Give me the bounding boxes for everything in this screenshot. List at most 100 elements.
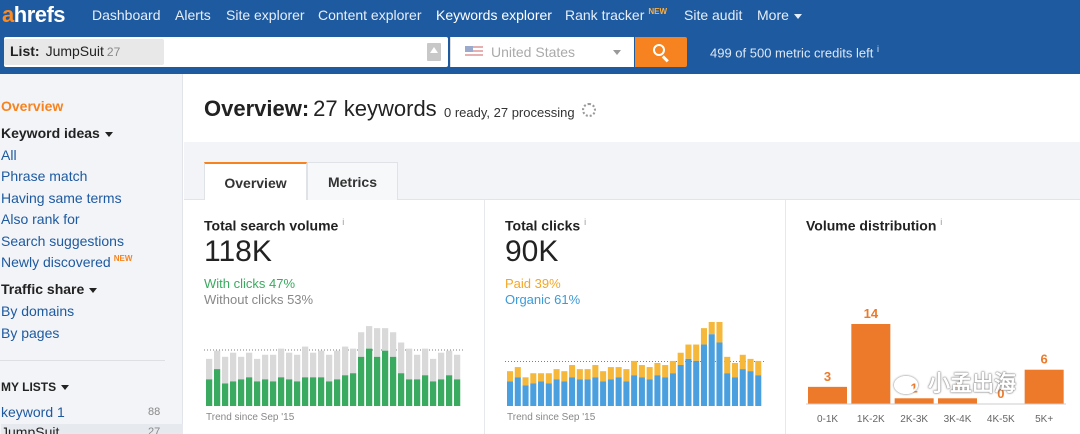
bar-without-clicks[interactable] [262,354,269,380]
bar-paid[interactable] [530,373,537,384]
bar-paid[interactable] [631,360,638,376]
bar-with-clicks[interactable] [318,377,325,406]
bar-organic[interactable] [724,373,731,406]
bar-organic[interactable] [739,369,746,406]
bar-paid[interactable] [507,371,514,382]
country-select[interactable]: United States [450,37,634,67]
bar-organic[interactable] [693,360,700,406]
bar-organic[interactable] [545,383,552,406]
sidebar-list-keyword-1[interactable]: keyword 1 [1,404,65,420]
bar-organic[interactable] [607,379,614,406]
bar-without-clicks[interactable] [454,354,461,380]
bar-organic[interactable] [662,377,669,406]
bar-paid[interactable] [677,352,684,366]
bar-paid[interactable] [700,328,707,345]
sidebar-item-having-same-terms[interactable]: Having same terms [1,190,122,206]
bar-organic[interactable] [685,358,692,406]
bar-with-clicks[interactable] [262,379,269,406]
bar-with-clicks[interactable] [278,377,285,406]
bar-without-clicks[interactable] [206,358,213,380]
bar-organic[interactable] [638,377,645,406]
bar-without-clicks[interactable] [254,358,261,382]
bar-without-clicks[interactable] [366,326,373,349]
bar-with-clicks[interactable] [326,381,333,406]
bar-paid[interactable] [514,367,521,378]
nav-keywords-explorer[interactable]: Keywords explorer [436,7,552,23]
distribution-bar[interactable] [938,398,977,404]
bar-without-clicks[interactable] [446,350,453,376]
bar-with-clicks[interactable] [246,377,253,406]
bar-organic[interactable] [716,342,723,406]
bar-organic[interactable] [576,379,583,406]
bar-organic[interactable] [553,379,560,406]
bar-with-clicks[interactable] [294,381,301,406]
bar-organic[interactable] [755,375,762,406]
bar-with-clicks[interactable] [414,379,421,406]
bar-paid[interactable] [685,344,692,359]
bar-organic[interactable] [561,381,568,406]
bar-organic[interactable] [700,344,707,406]
bar-paid[interactable] [716,322,723,343]
sidebar-item-phrase-match[interactable]: Phrase match [1,168,88,184]
bar-with-clicks[interactable] [254,381,261,406]
bar-paid[interactable] [755,360,762,376]
distribution-bar[interactable] [808,386,847,404]
ahrefs-logo[interactable]: ahrefs [2,2,66,27]
bar-without-clicks[interactable] [414,354,421,380]
bar-paid[interactable] [538,373,545,382]
bar-without-clicks[interactable] [430,358,437,382]
bar-with-clicks[interactable] [286,379,293,406]
bar-organic[interactable] [600,381,607,406]
bar-organic[interactable] [584,379,591,406]
bar-without-clicks[interactable] [374,328,381,357]
bar-with-clicks[interactable] [350,373,357,406]
bar-organic[interactable] [592,377,599,406]
bar-paid[interactable] [693,344,700,361]
bar-paid[interactable] [592,365,599,378]
bar-with-clicks[interactable] [438,379,445,406]
bar-organic[interactable] [747,371,754,406]
bar-paid[interactable] [638,365,645,378]
bar-without-clicks[interactable] [230,352,237,382]
bar-organic[interactable] [538,381,545,406]
bar-organic[interactable] [569,377,576,406]
bar-with-clicks[interactable] [422,375,429,406]
bar-without-clicks[interactable] [310,352,317,378]
sidebar-section-my-lists[interactable]: MY LISTS [1,380,70,394]
bar-without-clicks[interactable] [350,348,357,374]
bar-paid[interactable] [724,356,731,374]
bar-with-clicks[interactable] [430,381,437,406]
bar-with-clicks[interactable] [406,379,413,406]
bar-organic[interactable] [731,377,739,406]
tab-overview[interactable]: Overview [204,162,307,201]
bar-paid[interactable] [662,365,669,378]
bar-organic[interactable] [530,383,537,406]
distribution-bar[interactable] [851,324,891,404]
bar-with-clicks[interactable] [334,379,341,406]
bar-organic[interactable] [654,375,661,406]
bar-with-clicks[interactable] [390,356,397,406]
nav-rank-tracker[interactable]: Rank tracker NEW [565,7,668,23]
bar-organic[interactable] [631,375,638,406]
search-button[interactable] [635,37,687,67]
bar-with-clicks[interactable] [382,350,389,406]
bar-paid[interactable] [646,367,653,380]
bar-with-clicks[interactable] [446,375,453,406]
bar-with-clicks[interactable] [238,379,245,406]
bar-with-clicks[interactable] [222,383,229,406]
list-chip[interactable]: List: JumpSuit 27 [4,39,164,65]
bar-paid[interactable] [569,365,576,378]
bar-paid[interactable] [545,373,552,384]
sidebar-item-overview[interactable]: Overview [1,98,64,114]
bar-with-clicks[interactable] [454,379,461,406]
sidebar-item-newly-discovered[interactable]: Newly discovered NEW [1,254,133,270]
bar-paid[interactable] [584,369,591,380]
bar-without-clicks[interactable] [318,350,325,378]
bar-paid[interactable] [708,322,715,335]
info-icon[interactable]: i [342,217,345,227]
bar-organic[interactable] [646,379,653,406]
bar-without-clicks[interactable] [398,342,405,374]
bar-paid[interactable] [615,367,622,378]
bar-paid[interactable] [669,360,676,374]
sidebar-section-keyword-ideas[interactable]: Keyword ideas [1,125,113,141]
